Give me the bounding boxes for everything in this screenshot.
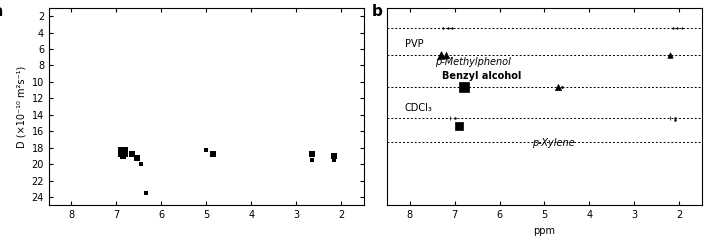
- Y-axis label: D (×10⁻¹⁰ m²s⁻¹): D (×10⁻¹⁰ m²s⁻¹): [16, 66, 26, 148]
- Text: a: a: [0, 4, 3, 19]
- Point: [136, 162, 147, 166]
- Point: [445, 117, 456, 120]
- Point: [458, 85, 469, 89]
- Point: [449, 117, 460, 120]
- Point: [131, 156, 142, 160]
- Point: [140, 191, 151, 195]
- Text: b: b: [371, 4, 382, 19]
- Point: [117, 154, 128, 158]
- Point: [671, 26, 683, 30]
- Point: [557, 85, 568, 89]
- Point: [669, 119, 681, 122]
- Point: [208, 152, 219, 156]
- Point: [447, 26, 458, 30]
- Text: p-Methylphenol: p-Methylphenol: [435, 57, 510, 67]
- Point: [436, 53, 447, 57]
- Point: [440, 53, 451, 57]
- Point: [117, 150, 128, 154]
- Point: [552, 85, 563, 89]
- Point: [126, 152, 138, 156]
- Point: [667, 26, 678, 30]
- Point: [665, 117, 676, 120]
- Point: [329, 154, 340, 158]
- Text: PVP: PVP: [405, 39, 424, 49]
- Point: [306, 158, 318, 162]
- Point: [201, 148, 212, 152]
- Point: [676, 26, 687, 30]
- Text: Benzyl alcohol: Benzyl alcohol: [442, 71, 521, 81]
- Point: [306, 152, 318, 156]
- Text: p-Xylene: p-Xylene: [532, 138, 575, 148]
- Point: [453, 125, 465, 128]
- Point: [442, 26, 453, 30]
- Point: [669, 117, 681, 120]
- Point: [438, 26, 449, 30]
- Text: CDCl₃: CDCl₃: [405, 102, 433, 113]
- Point: [665, 53, 676, 57]
- X-axis label: ppm: ppm: [534, 226, 556, 236]
- Point: [665, 55, 676, 59]
- Point: [329, 158, 340, 162]
